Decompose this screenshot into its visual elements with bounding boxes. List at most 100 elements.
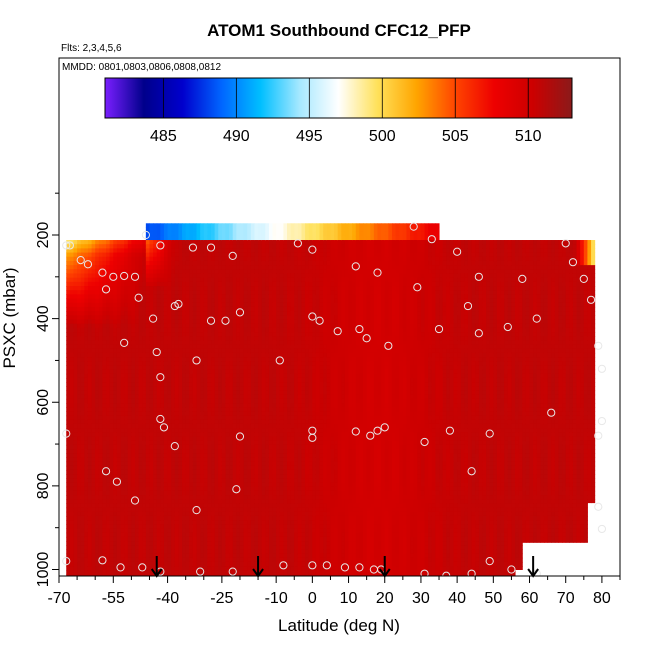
x-tick-label: 30 bbox=[412, 590, 430, 607]
sample-point bbox=[597, 524, 607, 534]
colorbar-tick-label: 510 bbox=[515, 128, 542, 145]
sample-point bbox=[351, 262, 360, 271]
sample-point bbox=[351, 427, 360, 436]
x-tick-label: 10 bbox=[340, 590, 358, 607]
sample-point bbox=[420, 437, 429, 447]
sample-point bbox=[62, 429, 71, 438]
sample-point bbox=[561, 239, 570, 248]
x-tick-label: -25 bbox=[210, 590, 233, 607]
sample-point bbox=[101, 467, 111, 476]
colorbar-ticks: 485 490 495 500 505 510 bbox=[150, 78, 542, 145]
sample-point bbox=[586, 295, 596, 304]
sample-point bbox=[101, 285, 111, 294]
sample-point bbox=[420, 569, 429, 576]
x-axis: -70 -55 -40 -25 -10 0 10 20 30 40 50 60 70 80 bbox=[47, 575, 621, 607]
sample-point bbox=[485, 429, 494, 438]
sample-point bbox=[149, 314, 158, 323]
sample-point bbox=[308, 312, 317, 321]
sample-point bbox=[355, 563, 364, 572]
sample-point bbox=[485, 557, 494, 566]
sample-point bbox=[98, 268, 107, 277]
sample-point bbox=[308, 561, 317, 570]
sample-point bbox=[116, 563, 125, 572]
flight-arrow bbox=[527, 556, 539, 578]
sample-point bbox=[380, 423, 389, 432]
sample-point bbox=[507, 565, 516, 574]
y-axis: 200 400 600 800 1000 bbox=[35, 192, 59, 587]
colorbar bbox=[104, 77, 573, 119]
sample-point bbox=[130, 272, 140, 281]
sample-point bbox=[120, 338, 129, 347]
sample-point bbox=[228, 567, 237, 576]
sample-point bbox=[65, 241, 74, 250]
sample-point bbox=[192, 356, 201, 365]
colorbar-tick-label: 490 bbox=[223, 128, 250, 145]
sample-point bbox=[413, 283, 422, 292]
sample-point bbox=[156, 414, 165, 424]
sample-point bbox=[156, 241, 165, 250]
y-tick-label: 600 bbox=[35, 389, 52, 416]
sample-point bbox=[98, 556, 107, 565]
chart-title: ATOM1 Southbound CFC12_PFP bbox=[207, 21, 471, 40]
x-tick-label: -10 bbox=[265, 590, 288, 607]
sample-point bbox=[467, 569, 476, 576]
sample-point bbox=[467, 467, 476, 476]
colorbar-tick-label: 495 bbox=[296, 128, 323, 145]
sample-point bbox=[532, 314, 541, 323]
sample-point bbox=[445, 426, 454, 435]
sample-point bbox=[315, 316, 324, 325]
sample-point bbox=[293, 239, 302, 248]
x-tick-label: 80 bbox=[593, 590, 611, 607]
sample-point bbox=[568, 258, 578, 267]
sample-point bbox=[409, 222, 418, 231]
sample-point bbox=[235, 432, 245, 441]
y-tick-label: 800 bbox=[35, 472, 52, 499]
sample-point bbox=[340, 563, 350, 572]
x-tick-label: 0 bbox=[308, 590, 317, 607]
sample-point bbox=[174, 299, 183, 309]
sample-point bbox=[235, 308, 245, 317]
sample-point bbox=[152, 347, 161, 357]
x-tick-label: -55 bbox=[102, 590, 125, 607]
sample-point bbox=[355, 324, 364, 334]
sample-point bbox=[594, 341, 603, 350]
sample-point bbox=[62, 241, 71, 250]
sample-point bbox=[206, 316, 216, 325]
sample-point bbox=[579, 274, 588, 284]
sample-point bbox=[594, 502, 603, 511]
sample-point bbox=[474, 329, 483, 338]
sample-point bbox=[279, 561, 288, 570]
sample-point bbox=[109, 272, 118, 281]
concentration-field bbox=[66, 223, 596, 576]
x-tick-label: 20 bbox=[376, 590, 394, 607]
x-tick-label: 50 bbox=[484, 590, 502, 607]
sample-point bbox=[130, 496, 140, 505]
x-tick-label: 60 bbox=[521, 590, 539, 607]
sample-point bbox=[170, 442, 179, 451]
colorbar-tick-label: 500 bbox=[369, 128, 396, 145]
x-tick-label: 40 bbox=[448, 590, 466, 607]
sample-point bbox=[308, 433, 317, 442]
y-axis-label: PSXC (mbar) bbox=[0, 267, 19, 368]
sample-point bbox=[594, 431, 603, 440]
flights-label: Flts: 2,3,4,5,6 bbox=[61, 43, 122, 54]
sample-point bbox=[138, 563, 147, 572]
sample-point bbox=[112, 477, 122, 486]
sample-point bbox=[333, 327, 342, 336]
sample-point bbox=[134, 293, 143, 302]
sample-point bbox=[156, 373, 165, 382]
dates-label: MMDD: 0801,0803,0806,0808,0812 bbox=[62, 62, 221, 73]
y-tick-label: 400 bbox=[35, 305, 52, 332]
sample-point bbox=[221, 316, 230, 325]
sample-point bbox=[474, 272, 483, 281]
sample-point bbox=[62, 557, 71, 566]
sample-point bbox=[453, 247, 462, 256]
sample-point bbox=[427, 235, 436, 244]
sample-point bbox=[192, 506, 201, 515]
sample-point bbox=[228, 251, 237, 261]
sample-point bbox=[503, 322, 512, 332]
colorbar-tick-label: 505 bbox=[442, 128, 469, 145]
sample-point bbox=[373, 268, 382, 277]
sample-points bbox=[62, 222, 607, 576]
